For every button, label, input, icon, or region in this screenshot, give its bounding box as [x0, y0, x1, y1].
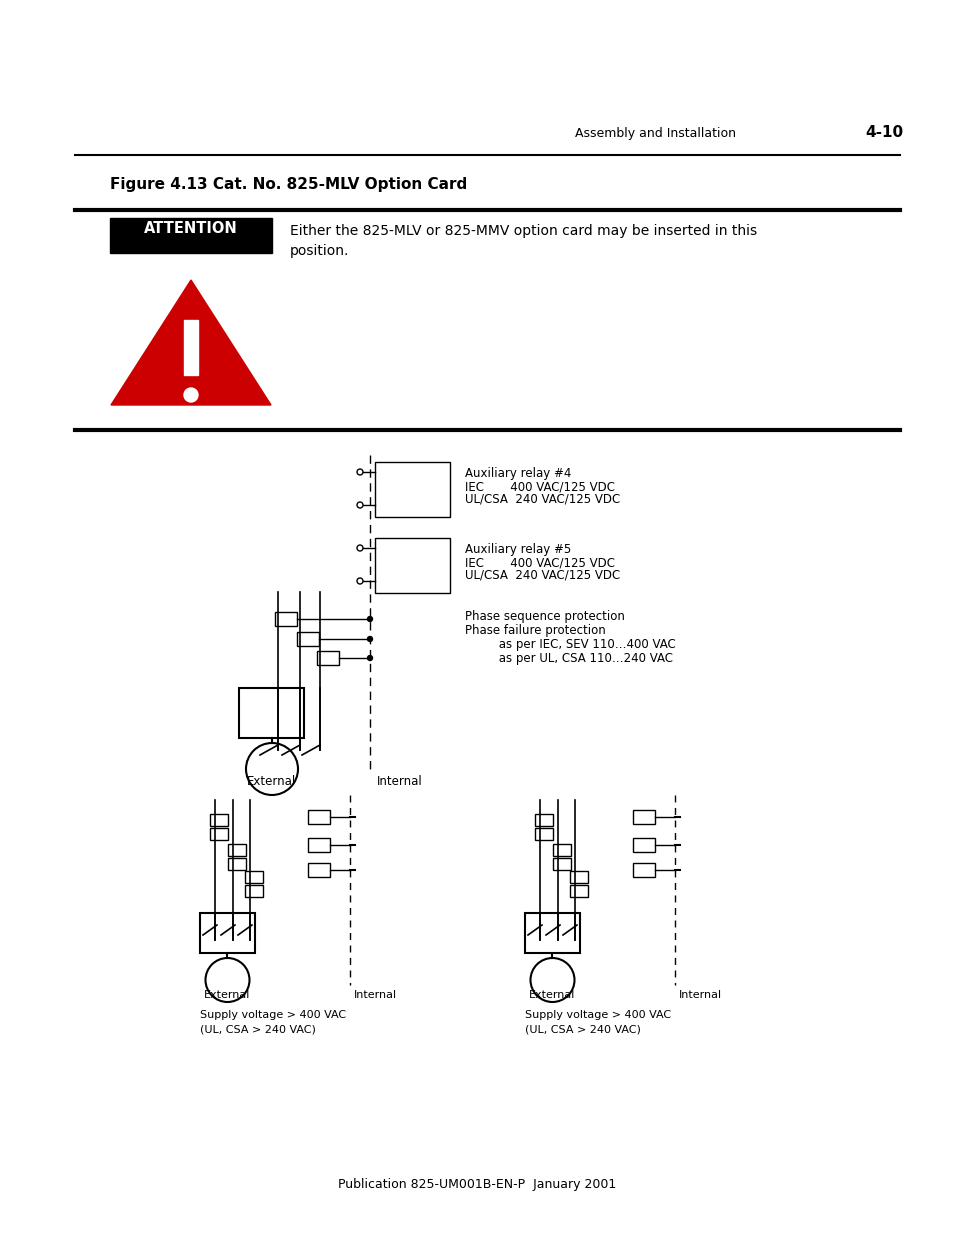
Text: UL/CSA  240 VAC/125 VDC: UL/CSA 240 VAC/125 VDC [464, 493, 619, 506]
Bar [228, 858, 246, 869]
Text: Internal: Internal [678, 990, 720, 1000]
Circle shape [356, 545, 363, 551]
Text: (UL, CSA > 240 VAC): (UL, CSA > 240 VAC) [524, 1025, 640, 1035]
Text: Internal: Internal [376, 776, 422, 788]
Bar [245, 885, 263, 897]
Bar [524, 913, 579, 953]
Text: Auxiliary relay #5: Auxiliary relay #5 [464, 543, 571, 556]
Bar [308, 839, 330, 852]
Text: Phase sequence protection: Phase sequence protection [464, 610, 624, 622]
Text: Assembly and Installation: Assembly and Installation [575, 127, 735, 140]
Circle shape [367, 616, 372, 621]
Bar [553, 858, 571, 869]
Bar [316, 651, 338, 664]
Bar [535, 814, 553, 826]
Bar [633, 839, 655, 852]
Bar [184, 320, 198, 375]
Bar [308, 863, 330, 877]
Bar [274, 613, 296, 626]
Text: External: External [204, 990, 251, 1000]
Bar [210, 814, 228, 826]
Bar [245, 871, 263, 883]
Bar [535, 827, 553, 840]
Text: External: External [529, 990, 575, 1000]
Polygon shape [111, 280, 271, 405]
Circle shape [356, 469, 363, 475]
Text: Internal: Internal [353, 990, 396, 1000]
Bar [200, 913, 254, 953]
Text: Phase failure protection: Phase failure protection [464, 624, 605, 637]
Text: Either the 825-MLV or 825-MMV option card may be inserted in this: Either the 825-MLV or 825-MMV option car… [290, 224, 757, 238]
Circle shape [356, 578, 363, 584]
Circle shape [184, 388, 198, 403]
Text: IEC       400 VAC/125 VDC: IEC 400 VAC/125 VDC [464, 556, 615, 569]
Bar [569, 871, 587, 883]
Text: Supply voltage > 400 VAC: Supply voltage > 400 VAC [200, 1010, 346, 1020]
Bar [308, 810, 330, 824]
Text: Publication 825-UM001B-EN-P  January 2001: Publication 825-UM001B-EN-P January 2001 [337, 1178, 616, 1191]
Bar [569, 885, 587, 897]
Text: as per IEC, SEV 110…400 VAC: as per IEC, SEV 110…400 VAC [464, 638, 675, 651]
Bar [210, 827, 228, 840]
Circle shape [246, 743, 297, 795]
Bar [375, 462, 450, 517]
Text: Auxiliary relay #4: Auxiliary relay #4 [464, 467, 571, 480]
Bar [375, 538, 450, 593]
Text: External: External [247, 776, 296, 788]
Bar [228, 844, 246, 856]
Circle shape [530, 958, 574, 1002]
Text: IEC       400 VAC/125 VDC: IEC 400 VAC/125 VDC [464, 480, 615, 493]
Bar [110, 219, 272, 253]
Text: Supply voltage > 400 VAC: Supply voltage > 400 VAC [524, 1010, 670, 1020]
Bar [553, 844, 571, 856]
Circle shape [367, 636, 372, 641]
Bar [633, 863, 655, 877]
Text: (UL, CSA > 240 VAC): (UL, CSA > 240 VAC) [200, 1025, 315, 1035]
Bar [239, 688, 304, 739]
Text: ATTENTION: ATTENTION [144, 221, 237, 236]
Text: 4-10: 4-10 [864, 125, 902, 140]
Bar [296, 632, 318, 646]
Text: position.: position. [290, 245, 349, 258]
Circle shape [205, 958, 250, 1002]
Circle shape [367, 656, 372, 661]
Text: as per UL, CSA 110…240 VAC: as per UL, CSA 110…240 VAC [464, 652, 672, 664]
Text: Figure 4.13 Cat. No. 825-MLV Option Card: Figure 4.13 Cat. No. 825-MLV Option Card [110, 177, 467, 191]
Text: UL/CSA  240 VAC/125 VDC: UL/CSA 240 VAC/125 VDC [464, 569, 619, 582]
Bar [633, 810, 655, 824]
Circle shape [356, 501, 363, 508]
